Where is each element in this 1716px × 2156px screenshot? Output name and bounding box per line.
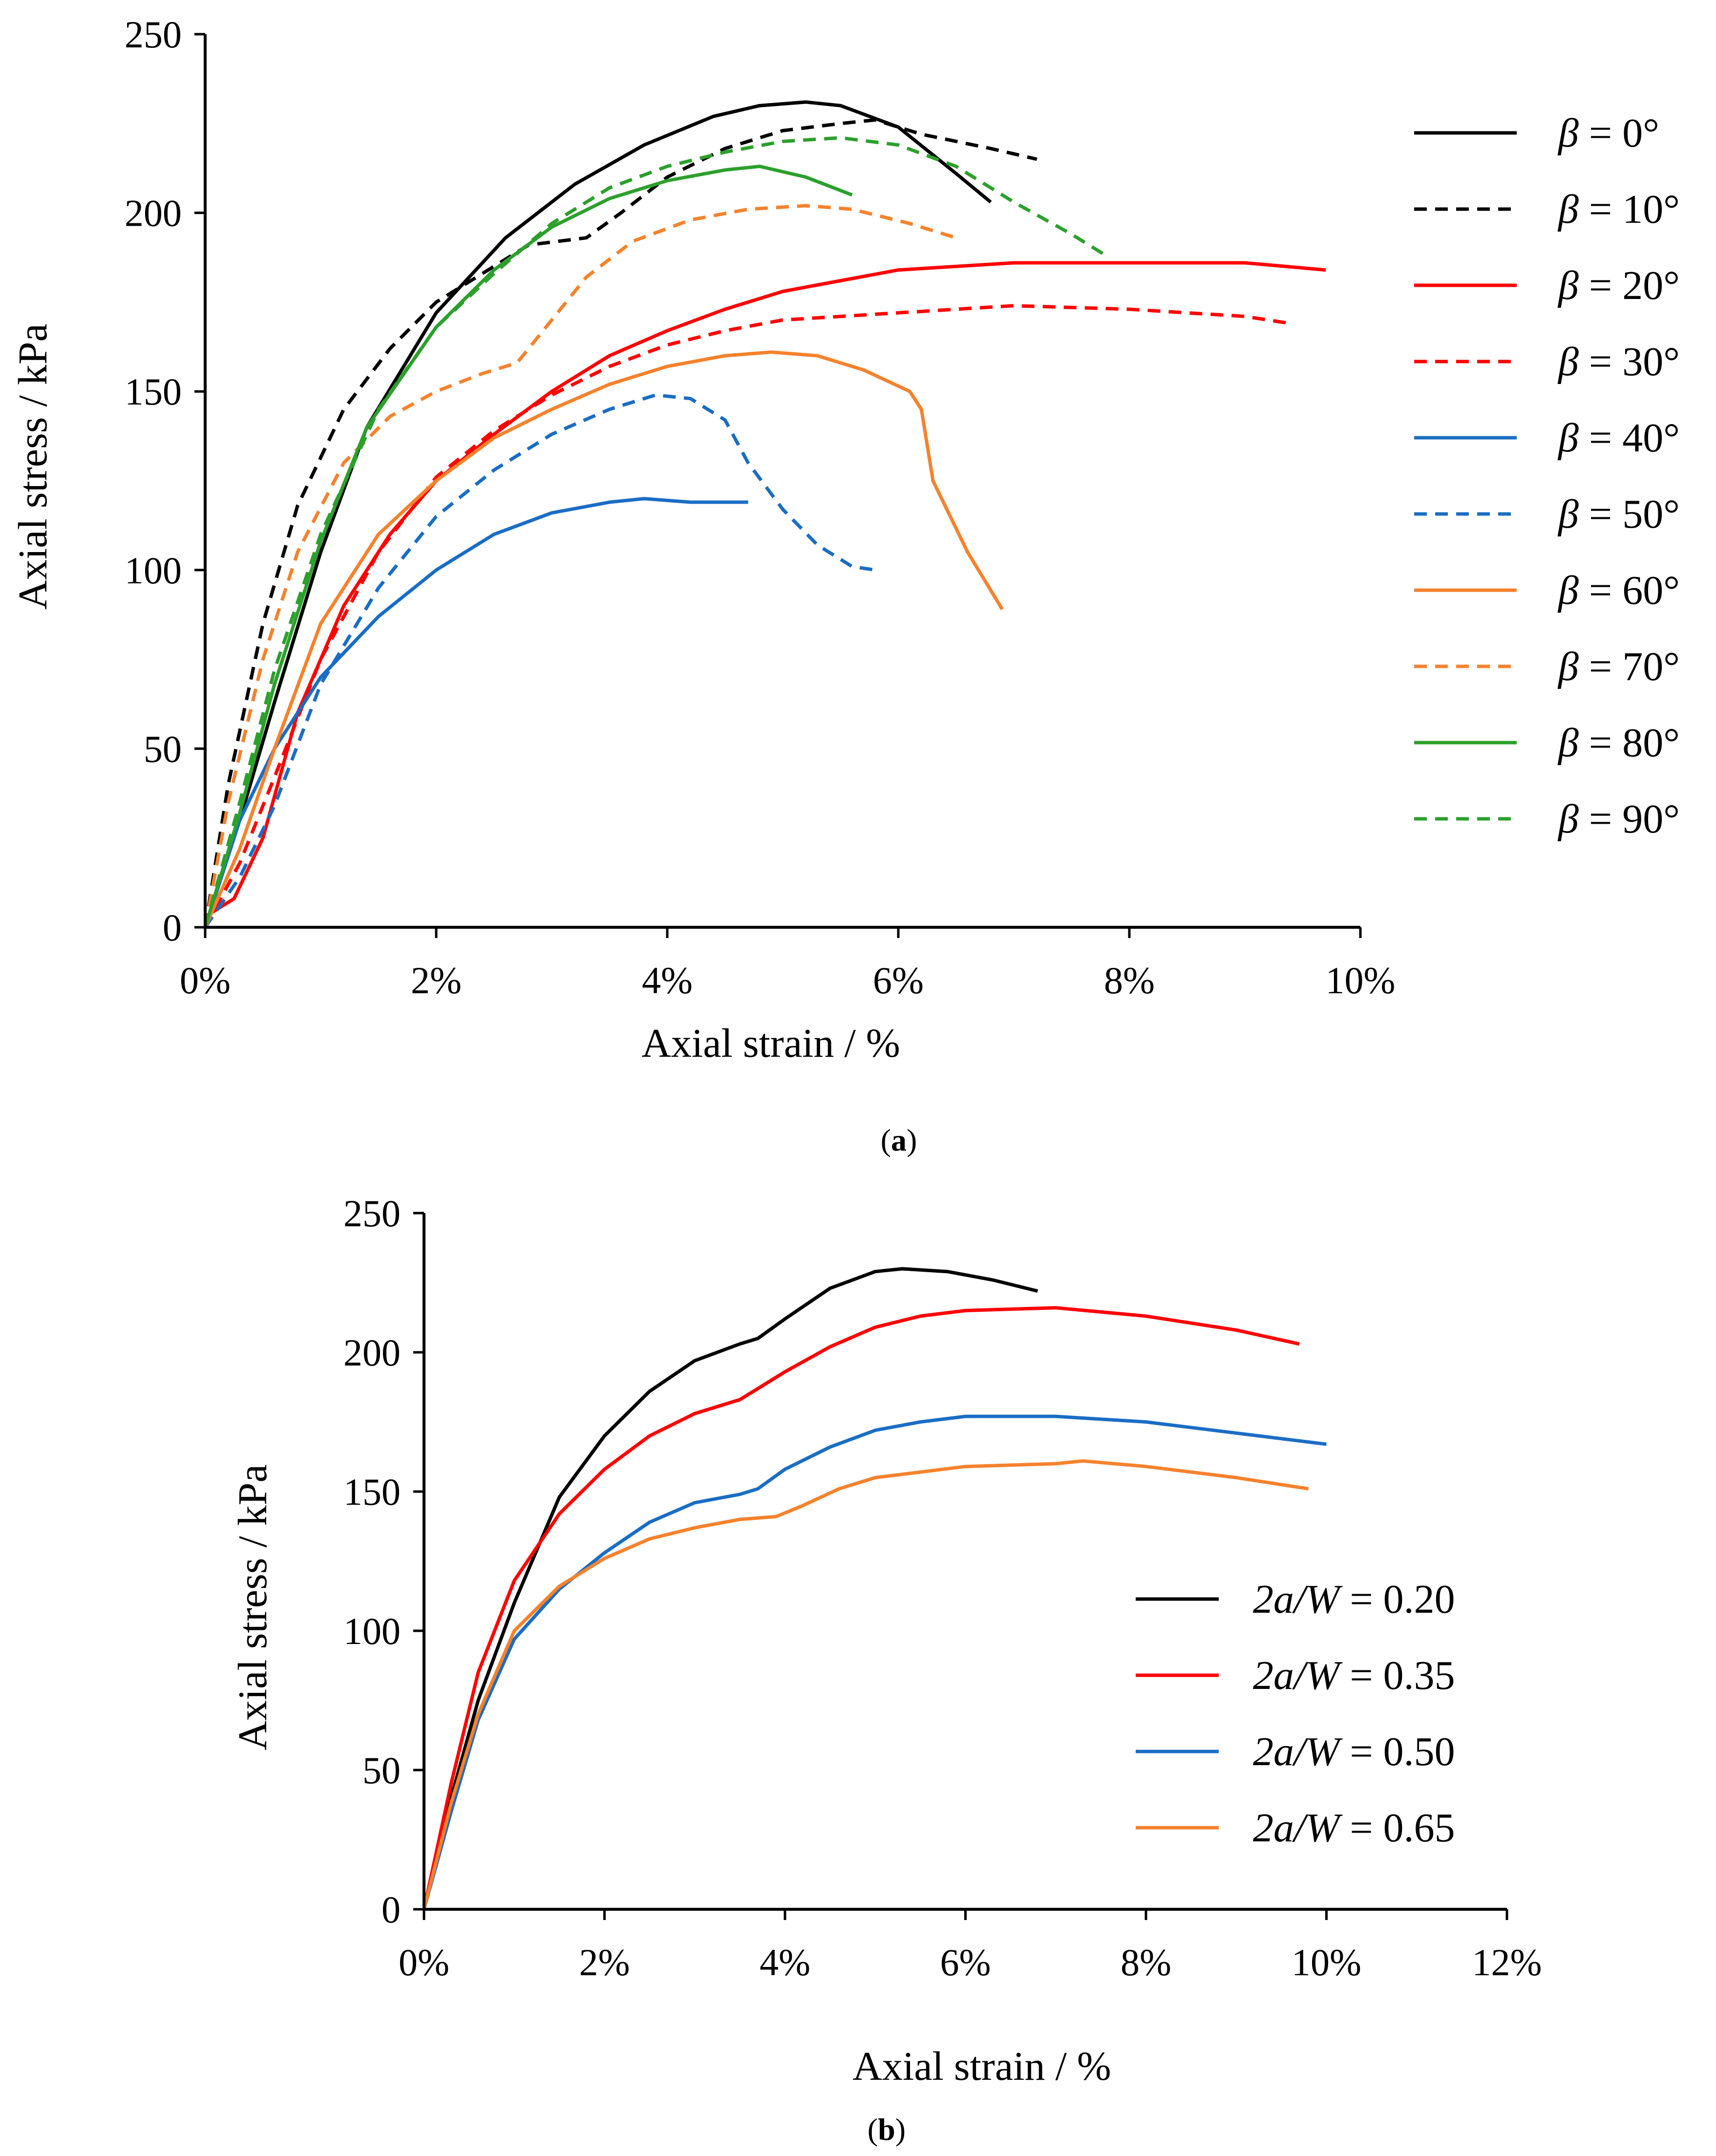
x-tick-label-a: 2% — [411, 959, 462, 1002]
chart-b: Axial stress / kPa Axial strain / % 0 50 1… — [230, 1192, 1542, 2147]
x-tick-label-a: 8% — [1104, 959, 1155, 1002]
legend-label-a-8: β = 80° — [1557, 720, 1680, 766]
y-tick-label-a: 100 — [125, 549, 182, 592]
y-tick-label-b: 150 — [343, 1471, 401, 1513]
series-line-b-2 — [422, 1414, 1327, 1910]
x-tick-label-b: 10% — [1292, 1941, 1361, 1984]
series-line-a-8 — [203, 165, 853, 928]
series-line-a-2 — [204, 261, 1326, 918]
y-tick-label-a: 0 — [163, 906, 182, 949]
legend-label-b-0: 2a/W = 0.20 — [1253, 1577, 1455, 1622]
y-tick-label-b: 250 — [343, 1192, 401, 1235]
panel-label-b: (b) — [868, 2112, 906, 2147]
y-tick-label-a: 150 — [125, 370, 182, 413]
y-tick-label-b: 200 — [343, 1331, 401, 1374]
legend-label-a-7: β = 70° — [1557, 644, 1680, 689]
y-tick-label-b: 100 — [343, 1610, 401, 1652]
y-tick-label-b: 50 — [362, 1749, 401, 1792]
x-axis-title-a: Axial strain / % — [641, 1021, 900, 1066]
series-line-a-5 — [204, 393, 876, 928]
series-line-a-9 — [203, 136, 1107, 928]
y-tick-label-a: 200 — [125, 192, 182, 235]
x-tick-label-b: 0% — [399, 1941, 449, 1984]
legend-label-a-1: β = 10° — [1557, 187, 1680, 232]
y-tick-label-a: 250 — [125, 13, 182, 56]
legend-label-a-0: β = 0° — [1557, 110, 1659, 156]
series-line-a-3 — [203, 304, 1292, 928]
chart-a: Axial stress / kPa Axial strain / % 0 50 1… — [10, 13, 1680, 1157]
x-tick-label-a: 4% — [642, 959, 693, 1002]
series-line-b-0 — [422, 1267, 1038, 1910]
legend-label-b-1: 2a/W = 0.35 — [1253, 1653, 1455, 1698]
x-tick-label-b: 12% — [1472, 1941, 1542, 1984]
legend-label-a-5: β = 50° — [1557, 491, 1680, 537]
series-line-b-1 — [422, 1306, 1300, 1910]
series-line-a-0 — [203, 100, 992, 928]
y-axis-title-a: Axial stress / kPa — [10, 323, 56, 610]
x-tick-label-a: 6% — [873, 959, 924, 1002]
x-tick-label-a: 10% — [1326, 959, 1396, 1002]
legend-label-a-3: β = 30° — [1557, 339, 1680, 384]
x-tick-label-b: 2% — [579, 1941, 630, 1984]
legend-label-b-2: 2a/W = 0.50 — [1253, 1729, 1455, 1774]
series-line-a-7 — [203, 204, 957, 928]
series-line-a-1 — [203, 118, 1038, 928]
legend-label-a-9: β = 90° — [1557, 796, 1680, 842]
x-tick-label-b: 8% — [1121, 1941, 1171, 1984]
legend-label-a-6: β = 60° — [1557, 568, 1680, 613]
x-tick-label-b: 6% — [940, 1941, 991, 1984]
x-axis-title-b: Axial strain / % — [852, 2044, 1111, 2089]
x-tick-label-b: 4% — [760, 1941, 810, 1984]
panel-label-a: (a) — [881, 1123, 917, 1157]
legend-label-b-3: 2a/W = 0.65 — [1253, 1805, 1455, 1851]
x-tick-label-a: 0% — [180, 959, 231, 1002]
series-line-a-6 — [203, 350, 1004, 928]
series-line-b-3 — [422, 1459, 1309, 1910]
y-tick-label-b: 0 — [381, 1888, 401, 1931]
legend-label-a-2: β = 20° — [1557, 263, 1680, 308]
legend-label-a-4: β = 40° — [1557, 415, 1680, 461]
y-axis-title-b: Axial stress / kPa — [230, 1464, 275, 1750]
y-tick-label-a: 50 — [144, 727, 182, 770]
